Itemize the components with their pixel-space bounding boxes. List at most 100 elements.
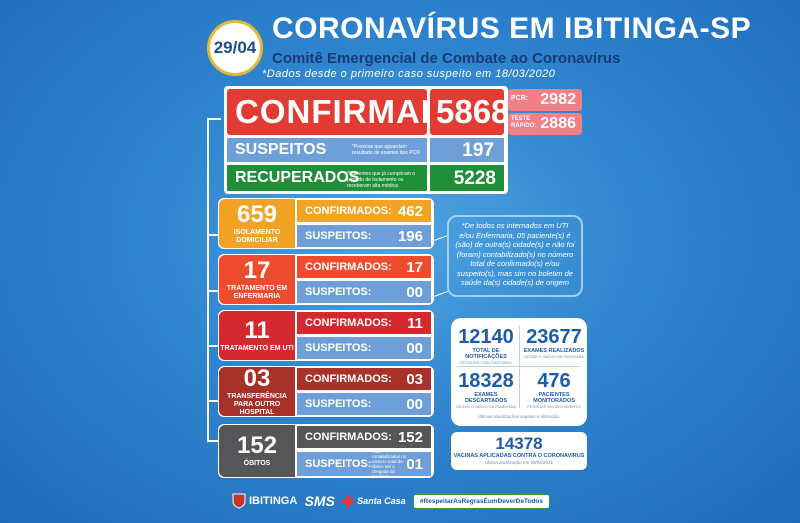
group-suspects-cell: SUSPEITOS: 00 bbox=[297, 393, 431, 415]
cell-value: 17 bbox=[406, 258, 423, 276]
logo-santa-casa-text: Santa Casa bbox=[357, 496, 406, 506]
pcr-box: PCR: 2982 bbox=[508, 89, 582, 111]
date-text: 29/04 bbox=[213, 38, 257, 57]
cell-value: 196 bbox=[397, 227, 423, 245]
stat-value: 12140 bbox=[458, 326, 514, 348]
cell-value: 11 bbox=[407, 314, 423, 332]
pcr-label: PCR: bbox=[511, 95, 529, 102]
logo-ibitinga: IBITINGA bbox=[232, 493, 297, 509]
rapid-value: 2886 bbox=[540, 115, 576, 132]
group-label: TRATAMENTO EM UTI bbox=[220, 344, 294, 352]
stat-notifications: 12140 TOTAL DE NOTIFICAÇÕES PESSOAS COM … bbox=[453, 326, 519, 365]
group-count: 11 bbox=[244, 316, 270, 344]
group-count: 17 bbox=[243, 256, 271, 284]
group-icu: 11 TRATAMENTO EM UTI bbox=[219, 311, 295, 360]
page-title: CORONAVÍRUS EM IBITINGA-SP bbox=[272, 12, 752, 45]
cell-value: 00 bbox=[406, 395, 423, 413]
cell-label: CONFIRMADOS: bbox=[305, 317, 392, 329]
cell-label: CONFIRMADOS: bbox=[305, 261, 392, 273]
logo-ibitinga-text: IBITINGA bbox=[249, 495, 298, 507]
deaths-note: *não contabilizados no número total de ó… bbox=[371, 449, 407, 479]
group-ward: 17 TRATAMENTO EM ENFERMARIA bbox=[219, 255, 295, 304]
bracket-tick bbox=[207, 290, 219, 292]
group-transfer: 03 TRANSFERÊNCIA PARA OUTRO HOSPITAL bbox=[219, 366, 295, 416]
confirmed-value: 5868 bbox=[436, 93, 510, 130]
stat-sub: PESSOAS COM SINTOMAS bbox=[460, 360, 512, 365]
bracket-tick bbox=[207, 234, 219, 236]
bracket-tick bbox=[207, 440, 219, 442]
suspects-value: 197 bbox=[462, 140, 494, 161]
group-label: ISOLAMENTO DOMICILIAR bbox=[233, 228, 281, 244]
rapid-box: TESTE RÁPIDO: 2886 bbox=[508, 113, 582, 135]
connector-line bbox=[433, 235, 448, 241]
suspects-label: SUSPEITOS bbox=[235, 141, 327, 158]
group-confirmed-cell: CONFIRMADOS: 11 bbox=[297, 312, 431, 334]
stat-label: EXAMES DESCARTADOS bbox=[464, 392, 508, 404]
cell-label: SUSPEITOS: bbox=[305, 286, 372, 298]
group-suspects-cell: SUSPEITOS: 00 bbox=[297, 337, 431, 359]
vaccine-panel: 14378 VACINAS APLICADAS CONTRA O CORONAV… bbox=[451, 432, 587, 470]
bracket-tick bbox=[207, 400, 219, 402]
date-badge: 29/04 bbox=[207, 20, 263, 76]
stat-value: 18328 bbox=[458, 370, 514, 392]
connector-line bbox=[433, 290, 450, 297]
pcr-value: 2982 bbox=[540, 91, 576, 108]
logo-sms: SMS bbox=[304, 493, 335, 509]
vaccine-sub: Última atualização em 29/04/2021 bbox=[484, 460, 554, 465]
group-suspects-cell: SUSPEITOS: *não contabilizados no número… bbox=[297, 449, 431, 479]
stat-label: PACIENTES MONITORADOS bbox=[533, 392, 575, 404]
vaccine-value: 14378 bbox=[495, 434, 543, 453]
recovered-note: *Pacientes que já cumpriram o período de… bbox=[347, 171, 416, 189]
group-confirmed-cell: CONFIRMADOS: 03 bbox=[297, 368, 431, 390]
suspects-label-box: SUSPEITOS *Pessoas que aguardam resultad… bbox=[227, 138, 427, 162]
stats-footnote: Últimas atualizações sujeitas a alteraçã… bbox=[477, 414, 561, 419]
info-bubble: *De todos os internados em UTI e/ou Enfe… bbox=[447, 215, 583, 297]
stat-sub: DESDE O INÍCIO DA PANDEMIA bbox=[524, 354, 584, 359]
confirmed-label-box: CONFIRMADOS bbox=[227, 89, 494, 135]
stats-panel: 12140 TOTAL DE NOTIFICAÇÕES PESSOAS COM … bbox=[451, 318, 587, 426]
cell-label: CONFIRMADOS: bbox=[305, 373, 392, 385]
recovered-value-box: 5228 bbox=[430, 165, 504, 191]
group-suspects-cell: SUSPEITOS: 196 bbox=[297, 225, 431, 247]
group-count: 659 bbox=[236, 200, 278, 228]
group-confirmed-cell: CONFIRMADOS: 152 bbox=[297, 426, 431, 448]
group-deaths: 152 ÓBITOS bbox=[219, 425, 295, 477]
group-suspects-cell: SUSPEITOS: 00 bbox=[297, 281, 431, 303]
cell-label: CONFIRMADOS: bbox=[305, 205, 392, 217]
cell-value: 03 bbox=[406, 370, 423, 388]
suspects-note: *Pessoas que aguardam resultado de exame… bbox=[352, 144, 420, 156]
group-label: TRATAMENTO EM ENFERMARIA bbox=[226, 284, 288, 300]
group-label: TRANSFERÊNCIA PARA OUTRO HOSPITAL bbox=[227, 392, 287, 416]
suspects-value-box: 197 bbox=[430, 138, 504, 162]
recovered-label: RECUPERADOS bbox=[235, 169, 360, 186]
stat-exams: 23677 EXAMES REALIZADOS DESDE O INÍCIO D… bbox=[521, 326, 587, 359]
confirmed-value-box: 5868 bbox=[430, 89, 509, 135]
stat-monitored: 476 PACIENTES MONITORADOS PESSOAS EM ISO… bbox=[521, 370, 587, 409]
city-crest-icon bbox=[232, 493, 246, 509]
divider bbox=[457, 366, 581, 367]
cell-value: 01 bbox=[406, 455, 423, 473]
cell-label: SUSPEITOS: bbox=[305, 458, 372, 470]
page-subtitle: Comitê Emergencial de Combate ao Coronav… bbox=[272, 50, 621, 67]
logo-santa-casa: Santa Casa bbox=[342, 495, 406, 507]
group-confirmed-cell: CONFIRMADOS: 462 bbox=[297, 200, 431, 222]
cell-label: SUSPEITOS: bbox=[305, 398, 372, 410]
cross-icon bbox=[342, 495, 355, 507]
cell-label: SUSPEITOS: bbox=[305, 342, 372, 354]
cell-value: 152 bbox=[397, 428, 423, 446]
stat-value: 23677 bbox=[526, 326, 582, 348]
recovered-value: 5228 bbox=[453, 168, 496, 189]
hashtag-badge: #RespeitarAsRegrasÉumDeverDeTodos bbox=[412, 493, 550, 509]
cell-label: CONFIRMADOS: bbox=[305, 431, 392, 443]
cell-label: SUSPEITOS: bbox=[305, 230, 372, 242]
stat-sub: DESDE O INÍCIO DA PANDEMIA bbox=[456, 404, 516, 409]
divider bbox=[519, 326, 520, 408]
cell-value: 00 bbox=[406, 283, 423, 301]
stat-discarded: 18328 EXAMES DESCARTADOS DESDE O INÍCIO … bbox=[453, 370, 519, 409]
bracket-tick bbox=[207, 118, 221, 120]
bracket-line bbox=[207, 118, 209, 440]
recovered-label-box: RECUPERADOS *Pacientes que já cumpriram … bbox=[227, 165, 427, 191]
group-count: 152 bbox=[236, 432, 278, 459]
group-label: ÓBITOS bbox=[243, 460, 271, 467]
rapid-label: TESTE RÁPIDO: bbox=[511, 116, 537, 129]
